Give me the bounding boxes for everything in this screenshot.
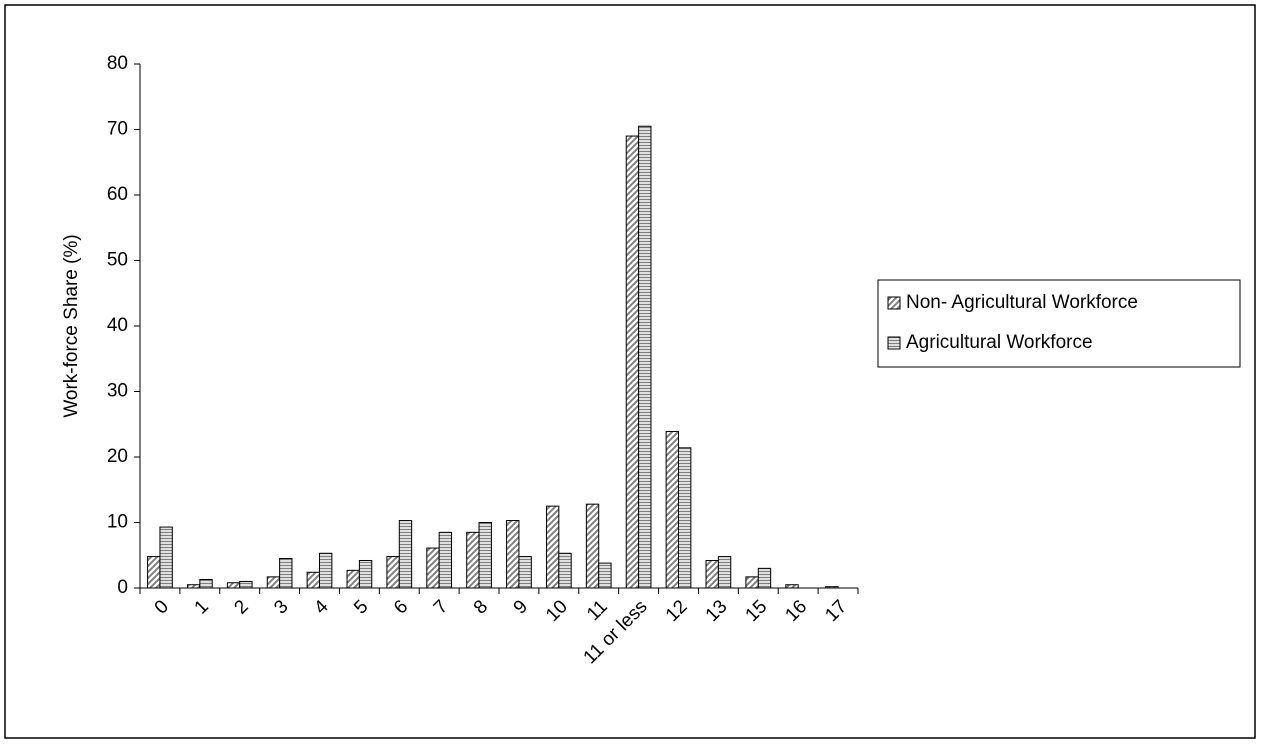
legend-swatch xyxy=(887,296,901,310)
bar xyxy=(279,558,293,589)
bar xyxy=(558,552,572,589)
legend-label: Non- Agricultural Workforce xyxy=(906,292,1138,313)
bar xyxy=(678,447,692,589)
bar xyxy=(717,556,732,589)
bar xyxy=(386,556,400,589)
bar xyxy=(506,520,520,589)
legend-swatch xyxy=(887,336,901,350)
y-tick-label: 20 xyxy=(107,446,128,467)
bar xyxy=(226,582,241,589)
bar xyxy=(186,584,201,589)
bar xyxy=(306,571,320,589)
bar xyxy=(346,569,360,589)
bar xyxy=(585,503,600,589)
y-tick-label: 50 xyxy=(107,250,128,271)
y-axis-label: Work-force Share (%) xyxy=(61,234,82,417)
bar xyxy=(625,135,640,589)
bar xyxy=(159,526,173,589)
bar xyxy=(147,556,161,589)
y-tick-label: 80 xyxy=(107,53,128,74)
bar xyxy=(319,552,333,589)
bar xyxy=(438,531,453,589)
bar xyxy=(199,578,213,589)
bar xyxy=(478,522,492,589)
bar xyxy=(266,576,281,589)
y-tick-label: 60 xyxy=(107,184,128,205)
bar xyxy=(745,576,759,589)
bar xyxy=(705,559,719,589)
bar xyxy=(757,567,772,589)
y-tick-label: 40 xyxy=(107,315,128,336)
bar xyxy=(638,125,652,589)
bar xyxy=(398,520,413,589)
y-tick-label: 70 xyxy=(107,119,128,140)
bar xyxy=(785,584,799,589)
bar xyxy=(518,556,532,589)
bar xyxy=(665,430,680,589)
y-tick-label: 10 xyxy=(107,512,128,533)
bar xyxy=(466,531,480,589)
bar xyxy=(358,559,373,589)
y-tick-label: 30 xyxy=(107,381,128,402)
bar xyxy=(239,580,253,589)
legend-box xyxy=(877,279,1241,368)
legend-label: Agricultural Workforce xyxy=(906,332,1093,353)
y-tick-label: 0 xyxy=(117,577,128,598)
bar xyxy=(598,562,612,589)
bar xyxy=(426,547,440,589)
bar xyxy=(545,505,560,589)
bar xyxy=(825,586,839,589)
